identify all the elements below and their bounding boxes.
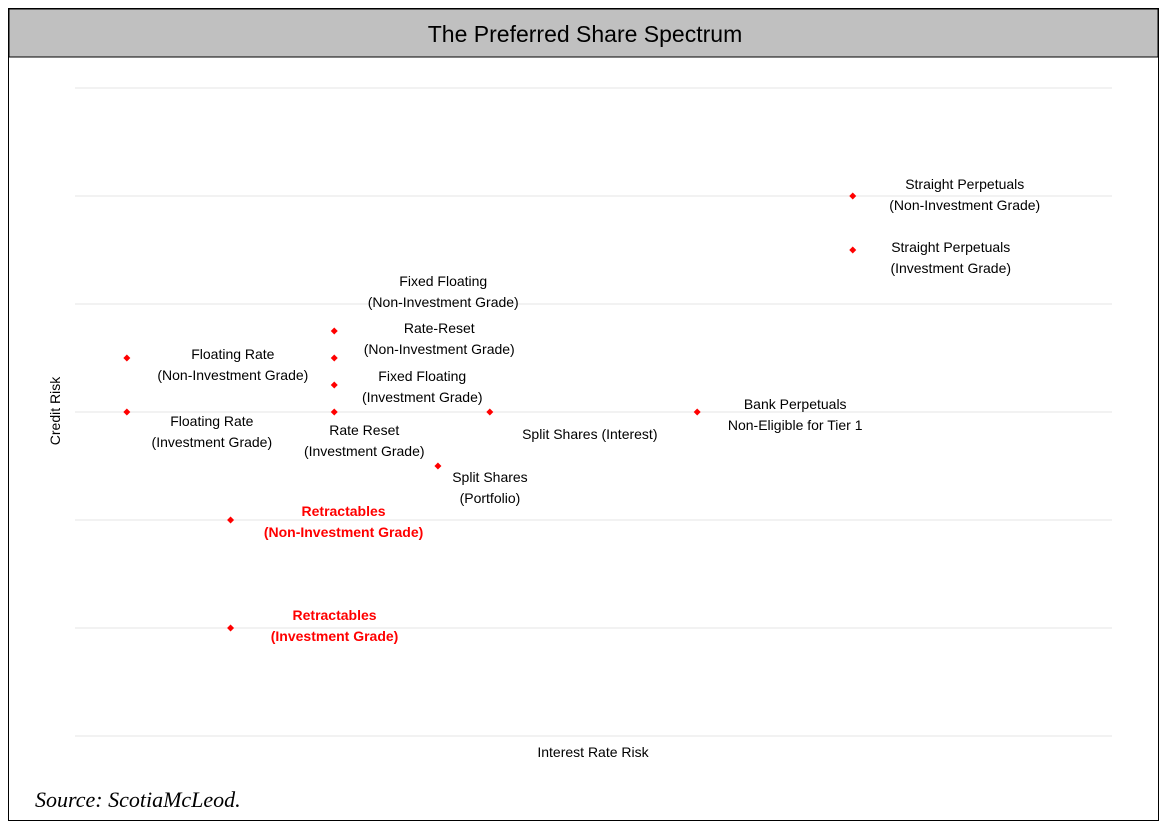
point-label: Fixed Floating: [378, 368, 466, 384]
point-label: (Investment Grade): [362, 389, 483, 405]
data-point: [123, 354, 131, 362]
point-label: Retractables: [302, 503, 386, 519]
point-label: (Non-Investment Grade): [364, 341, 515, 357]
title-bar: [8, 8, 1159, 58]
point-label: (Investment Grade): [890, 260, 1011, 276]
data-point: [330, 381, 338, 389]
point-label: Floating Rate: [170, 413, 253, 429]
data-point: [330, 354, 338, 362]
point-label: Split Shares: [452, 469, 527, 485]
data-point: [486, 408, 494, 416]
point-label: Retractables: [293, 607, 377, 623]
data-point: [330, 327, 338, 335]
data-point: [849, 246, 857, 254]
point-label: Fixed Floating: [399, 273, 487, 289]
source-note: Source: ScotiaMcLeod.: [35, 787, 241, 812]
data-point: [227, 624, 235, 632]
data-point: [434, 462, 442, 470]
point-label: Rate Reset: [329, 422, 399, 438]
point-label: (Portfolio): [460, 490, 521, 506]
data-point: [849, 192, 857, 200]
x-axis-label: Interest Rate Risk: [537, 744, 649, 760]
data-point: [693, 408, 701, 416]
point-label: Rate-Reset: [404, 320, 475, 336]
data-point: [330, 408, 338, 416]
point-label: Straight Perpetuals: [905, 176, 1024, 192]
y-axis-label: Credit Risk: [47, 376, 63, 445]
point-label: (Non-Investment Grade): [264, 524, 423, 540]
frame: [8, 8, 1159, 821]
point-label: (Investment Grade): [152, 434, 273, 450]
point-label: Split Shares (Interest): [522, 426, 657, 442]
point-label: Bank Perpetuals: [744, 396, 847, 412]
point-label: (Investment Grade): [271, 628, 399, 644]
point-label: (Non-Investment Grade): [368, 294, 519, 310]
data-point: [123, 408, 131, 416]
point-label: Floating Rate: [191, 346, 274, 362]
point-label: Non-Eligible for Tier 1: [728, 417, 863, 433]
point-label: (Investment Grade): [304, 443, 425, 459]
chart-title: The Preferred Share Spectrum: [428, 21, 742, 47]
point-label: Straight Perpetuals: [891, 239, 1010, 255]
data-point: [227, 516, 235, 524]
point-label: (Non-Investment Grade): [889, 197, 1040, 213]
point-label: (Non-Investment Grade): [157, 367, 308, 383]
